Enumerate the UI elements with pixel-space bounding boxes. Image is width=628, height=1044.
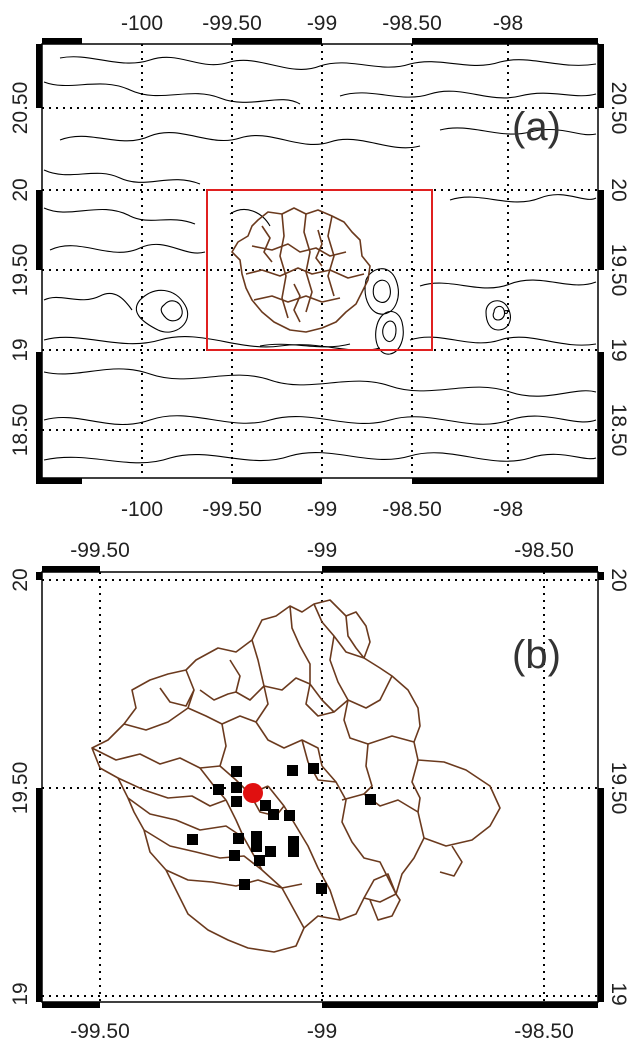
lat-label-right: 20.50: [607, 82, 628, 135]
lon-label-top: -98.50: [382, 12, 442, 35]
study-area-box: [206, 189, 433, 351]
station-marker: [265, 846, 276, 857]
monitoring-stations: [187, 763, 376, 894]
station-marker: [284, 810, 295, 821]
panel-b-label: (b): [512, 633, 561, 677]
station-marker: [231, 766, 242, 777]
lon-label-top: -100: [121, 12, 163, 35]
panel-a-graticule: [42, 44, 598, 478]
lat-label-left: 19.50: [9, 244, 32, 297]
station-marker: [260, 800, 271, 811]
panel-a-left-lat-labels: 20.50 20 19.50 19 18.50: [9, 82, 32, 457]
lon-label-bottom: -100: [121, 498, 163, 521]
elevation-contours: [43, 56, 597, 464]
lon-label-bottom: -98.50: [514, 1020, 574, 1043]
station-marker: [268, 809, 279, 820]
station-marker: [288, 836, 299, 847]
metro-area-outline-small: [231, 207, 371, 333]
lon-label-bottom: -99.50: [70, 1020, 130, 1043]
panel-a-label: (a): [512, 105, 561, 149]
lon-label-top: -98.50: [514, 539, 574, 562]
station-marker: [308, 763, 319, 774]
lon-label-top: -99.50: [202, 12, 262, 35]
panel-a-bottom-lon-labels: -100 -99.50 -99 -98.50 -98: [121, 498, 523, 521]
station-marker: [365, 794, 376, 805]
lat-label-right: 18.50: [607, 404, 628, 457]
panel-a-frame: [41, 43, 599, 479]
lon-label-bottom: -98: [493, 498, 523, 521]
station-marker: [229, 850, 240, 861]
station-marker: [288, 846, 299, 857]
lon-label-top: -99.50: [70, 539, 130, 562]
panel-b-frame-bars: [36, 566, 604, 1008]
lat-label-left: 20: [9, 178, 32, 201]
lat-label-right: 20: [607, 178, 628, 201]
station-marker: [231, 782, 242, 793]
lat-label-left: 19.50: [9, 762, 32, 815]
lat-label-right: 20: [607, 568, 628, 591]
site-marker: [243, 783, 263, 803]
lat-label-left: 19: [9, 338, 32, 361]
lat-label-right: 19.50: [607, 244, 628, 297]
station-marker: [187, 834, 198, 845]
municipal-boundaries: [91, 599, 501, 953]
lat-label-right: 19: [607, 982, 628, 1005]
station-marker: [287, 765, 298, 776]
station-marker: [239, 879, 250, 890]
panel-b-top-lon-labels: -99.50 -99 -98.50: [70, 539, 574, 562]
lon-label-top: -99: [307, 12, 337, 35]
panel-a-frame-bars: [36, 38, 604, 484]
station-marker: [251, 841, 262, 852]
station-marker: [251, 831, 262, 842]
lon-label-bottom: -99: [307, 1020, 337, 1043]
panel-a-top-lon-labels: -100 -99.50 -99 -98.50 -98: [121, 12, 523, 35]
panel-b-left-lat-labels: 20 19.50 19: [9, 568, 32, 1005]
station-marker: [233, 833, 244, 844]
lon-label-top: -98: [493, 12, 523, 35]
lat-label-left: 20.50: [9, 82, 32, 135]
lat-label-left: 20: [9, 568, 32, 591]
panel-b-right-lat-labels: 20 19.50 19: [607, 568, 628, 1005]
panel-a: -100 -99.50 -99 -98.50 -98 -100 -99.50 -…: [9, 12, 628, 521]
station-marker: [254, 855, 265, 866]
panel-b: -99.50 -99 -98.50 -99.50 -99 -98.50 20 1…: [9, 539, 628, 1043]
lat-label-left: 18.50: [9, 404, 32, 457]
lat-label-right: 19: [607, 338, 628, 361]
lat-label-left: 19: [9, 982, 32, 1005]
lon-label-bottom: -98.50: [382, 498, 442, 521]
lat-label-right: 19.50: [607, 762, 628, 815]
station-marker: [231, 796, 242, 807]
panel-b-graticule: [42, 572, 598, 1002]
panel-a-right-lat-labels: 20.50 20 19.50 19 18.50: [607, 82, 628, 457]
station-marker: [213, 784, 224, 795]
lon-label-bottom: -99.50: [202, 498, 262, 521]
lon-label-top: -99: [307, 539, 337, 562]
panel-b-bottom-lon-labels: -99.50 -99 -98.50: [70, 1020, 574, 1043]
lon-label-bottom: -99: [307, 498, 337, 521]
station-marker: [316, 883, 327, 894]
